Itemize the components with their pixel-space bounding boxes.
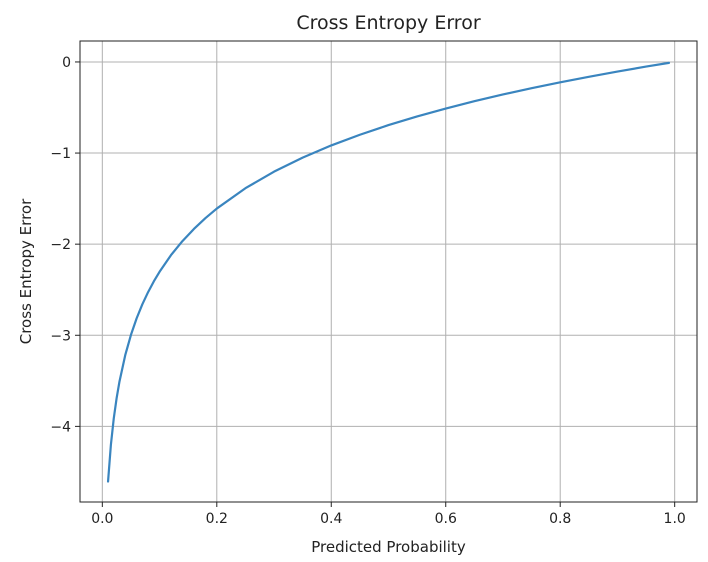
y-axis-label: Cross Entropy Error bbox=[17, 198, 35, 344]
x-tick-label: 0.0 bbox=[91, 511, 113, 527]
x-tick-label: 0.8 bbox=[549, 511, 571, 527]
y-tick-label: −2 bbox=[50, 237, 71, 253]
chart-title: Cross Entropy Error bbox=[296, 12, 480, 34]
series-line bbox=[106, 61, 671, 483]
ticks: 0.0 0.2 0.4 0.6 0.8 1.0 0 −1 −2 −3 −4 bbox=[50, 55, 685, 527]
y-tick-label: −1 bbox=[50, 146, 71, 162]
y-tick-label: −3 bbox=[50, 328, 71, 344]
grid bbox=[80, 41, 697, 502]
y-tick-label: −4 bbox=[50, 419, 71, 435]
y-tick-label: 0 bbox=[62, 55, 71, 71]
x-tick-label: 0.2 bbox=[206, 511, 228, 527]
x-tick-label: 1.0 bbox=[664, 511, 686, 527]
series-layer bbox=[106, 61, 671, 483]
axes-frame bbox=[79, 40, 698, 503]
x-tick-label: 0.4 bbox=[320, 511, 342, 527]
x-tick-label: 0.6 bbox=[435, 511, 457, 527]
x-axis-label: Predicted Probability bbox=[311, 538, 466, 556]
